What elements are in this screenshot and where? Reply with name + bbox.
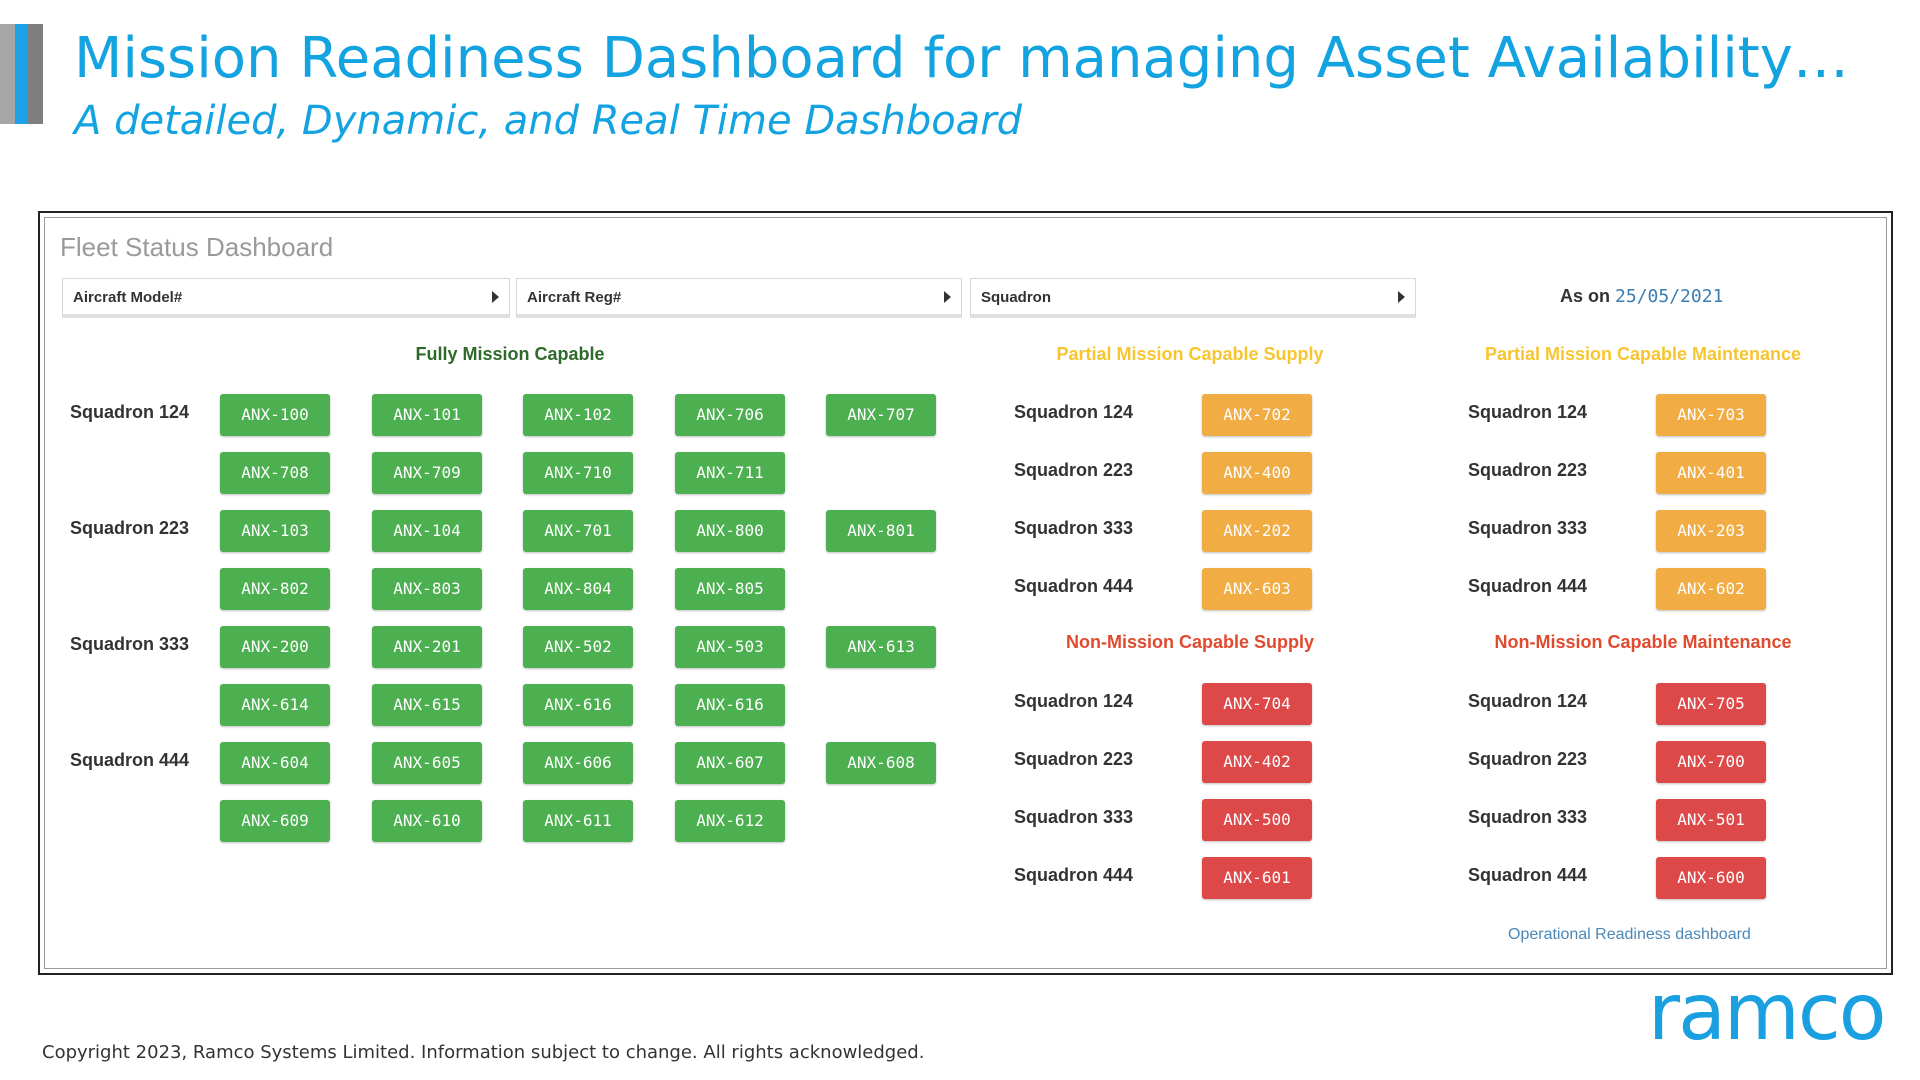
aircraft-tile[interactable]: ANX-616 <box>523 684 633 726</box>
squadron-label: Squadron 444 <box>1468 576 1588 596</box>
aircraft-tile[interactable]: ANX-611 <box>523 800 633 842</box>
aircraft-tile[interactable]: ANX-608 <box>826 742 936 784</box>
aircraft-tile[interactable]: ANX-610 <box>372 800 482 842</box>
aircraft-tile[interactable]: ANX-702 <box>1202 394 1312 436</box>
aircraft-tile[interactable]: ANX-101 <box>372 394 482 436</box>
slide-title: Mission Readiness Dashboard for managing… <box>74 26 1849 91</box>
aircraft-tile[interactable]: ANX-614 <box>220 684 330 726</box>
squadron-label: Squadron 333 <box>1014 518 1134 538</box>
aircraft-tile[interactable]: ANX-800 <box>675 510 785 552</box>
aircraft-tile[interactable]: ANX-600 <box>1656 857 1766 899</box>
caret-right-icon <box>944 291 951 303</box>
non-maintenance-title: Non-Mission Capable Maintenance <box>1494 632 1792 652</box>
aircraft-tile[interactable]: ANX-100 <box>220 394 330 436</box>
aircraft-tile[interactable]: ANX-710 <box>523 452 633 494</box>
aircraft-tile[interactable]: ANX-612 <box>675 800 785 842</box>
filter-squadron[interactable]: Squadron <box>970 278 1416 318</box>
as-on-label: As on <box>1560 286 1611 306</box>
aircraft-tile[interactable]: ANX-706 <box>675 394 785 436</box>
dashboard-frame <box>38 211 1893 975</box>
aircraft-tile[interactable]: ANX-616 <box>675 684 785 726</box>
aircraft-tile[interactable]: ANX-709 <box>372 452 482 494</box>
aircraft-tile[interactable]: ANX-604 <box>220 742 330 784</box>
aircraft-tile[interactable]: ANX-402 <box>1202 741 1312 783</box>
slide-subtitle: A detailed, Dynamic, and Real Time Dashb… <box>74 98 1023 144</box>
aircraft-tile[interactable]: ANX-401 <box>1656 452 1766 494</box>
aircraft-tile[interactable]: ANX-701 <box>523 510 633 552</box>
filter-label: Aircraft Reg# <box>527 289 622 306</box>
caret-right-icon <box>492 291 499 303</box>
squadron-label: Squadron 223 <box>1468 460 1588 480</box>
aircraft-tile[interactable]: ANX-708 <box>220 452 330 494</box>
aircraft-tile[interactable]: ANX-801 <box>826 510 936 552</box>
aircraft-tile[interactable]: ANX-501 <box>1656 799 1766 841</box>
aircraft-tile[interactable]: ANX-602 <box>1656 568 1766 610</box>
aircraft-tile[interactable]: ANX-703 <box>1656 394 1766 436</box>
aircraft-tile[interactable]: ANX-102 <box>523 394 633 436</box>
aircraft-tile[interactable]: ANX-700 <box>1656 741 1766 783</box>
squadron-label: Squadron 444 <box>70 750 190 770</box>
squadron-label: Squadron 333 <box>1014 807 1134 827</box>
squadron-label: Squadron 223 <box>1014 460 1134 480</box>
squadron-label: Squadron 333 <box>1468 518 1588 538</box>
ramco-logo: ramco <box>1648 968 1886 1058</box>
copyright-text: Copyright 2023, Ramco Systems Limited. I… <box>42 1042 925 1063</box>
squadron-label: Squadron 333 <box>1468 807 1588 827</box>
filter-aircraft-reg[interactable]: Aircraft Reg# <box>516 278 962 318</box>
aircraft-tile[interactable]: ANX-603 <box>1202 568 1312 610</box>
squadron-label: Squadron 124 <box>1014 691 1134 711</box>
aircraft-tile[interactable]: ANX-103 <box>220 510 330 552</box>
squadron-label: Squadron 124 <box>1014 402 1134 422</box>
aircraft-tile[interactable]: ANX-615 <box>372 684 482 726</box>
accent-bar-dark <box>27 24 43 124</box>
aircraft-tile[interactable]: ANX-202 <box>1202 510 1312 552</box>
aircraft-tile[interactable]: ANX-711 <box>675 452 785 494</box>
squadron-label: Squadron 223 <box>1014 749 1134 769</box>
filter-aircraft-model[interactable]: Aircraft Model# <box>62 278 510 318</box>
caret-right-icon <box>1398 291 1405 303</box>
squadron-label: Squadron 444 <box>1468 865 1588 885</box>
accent-bar-blue <box>15 24 27 124</box>
aircraft-tile[interactable]: ANX-803 <box>372 568 482 610</box>
partial-supply-title: Partial Mission Capable Supply <box>1056 344 1324 364</box>
aircraft-tile[interactable]: ANX-704 <box>1202 683 1312 725</box>
aircraft-tile[interactable]: ANX-607 <box>675 742 785 784</box>
aircraft-tile[interactable]: ANX-502 <box>523 626 633 668</box>
aircraft-tile[interactable]: ANX-200 <box>220 626 330 668</box>
filter-label: Squadron <box>981 289 1051 306</box>
aircraft-tile[interactable]: ANX-705 <box>1656 683 1766 725</box>
squadron-label: Squadron 124 <box>1468 691 1588 711</box>
aircraft-tile[interactable]: ANX-104 <box>372 510 482 552</box>
aircraft-tile[interactable]: ANX-500 <box>1202 799 1312 841</box>
partial-maintenance-title: Partial Mission Capable Maintenance <box>1484 344 1802 364</box>
non-supply-title: Non-Mission Capable Supply <box>1065 632 1315 652</box>
dashboard-title: Fleet Status Dashboard <box>60 232 334 262</box>
aircraft-tile[interactable]: ANX-605 <box>372 742 482 784</box>
squadron-label: Squadron 333 <box>70 634 190 654</box>
as-on-date: As on 25/05/2021 <box>1560 286 1723 307</box>
filter-label: Aircraft Model# <box>73 289 183 306</box>
aircraft-tile[interactable]: ANX-601 <box>1202 857 1312 899</box>
fully-capable-title: Fully Mission Capable <box>415 344 605 364</box>
squadron-label: Squadron 124 <box>70 402 190 422</box>
aircraft-tile[interactable]: ANX-203 <box>1656 510 1766 552</box>
aircraft-tile[interactable]: ANX-609 <box>220 800 330 842</box>
aircraft-tile[interactable]: ANX-804 <box>523 568 633 610</box>
aircraft-tile[interactable]: ANX-400 <box>1202 452 1312 494</box>
aircraft-tile[interactable]: ANX-201 <box>372 626 482 668</box>
aircraft-tile[interactable]: ANX-606 <box>523 742 633 784</box>
squadron-label: Squadron 444 <box>1014 576 1134 596</box>
squadron-label: Squadron 444 <box>1014 865 1134 885</box>
aircraft-tile[interactable]: ANX-805 <box>675 568 785 610</box>
as-on-value: 25/05/2021 <box>1615 286 1724 307</box>
squadron-label: Squadron 223 <box>70 518 190 538</box>
squadron-label: Squadron 124 <box>1468 402 1588 422</box>
aircraft-tile[interactable]: ANX-707 <box>826 394 936 436</box>
squadron-label: Squadron 223 <box>1468 749 1588 769</box>
operational-readiness-link[interactable]: Operational Readiness dashboard <box>1508 926 1751 943</box>
aircraft-tile[interactable]: ANX-503 <box>675 626 785 668</box>
aircraft-tile[interactable]: ANX-613 <box>826 626 936 668</box>
aircraft-tile[interactable]: ANX-802 <box>220 568 330 610</box>
